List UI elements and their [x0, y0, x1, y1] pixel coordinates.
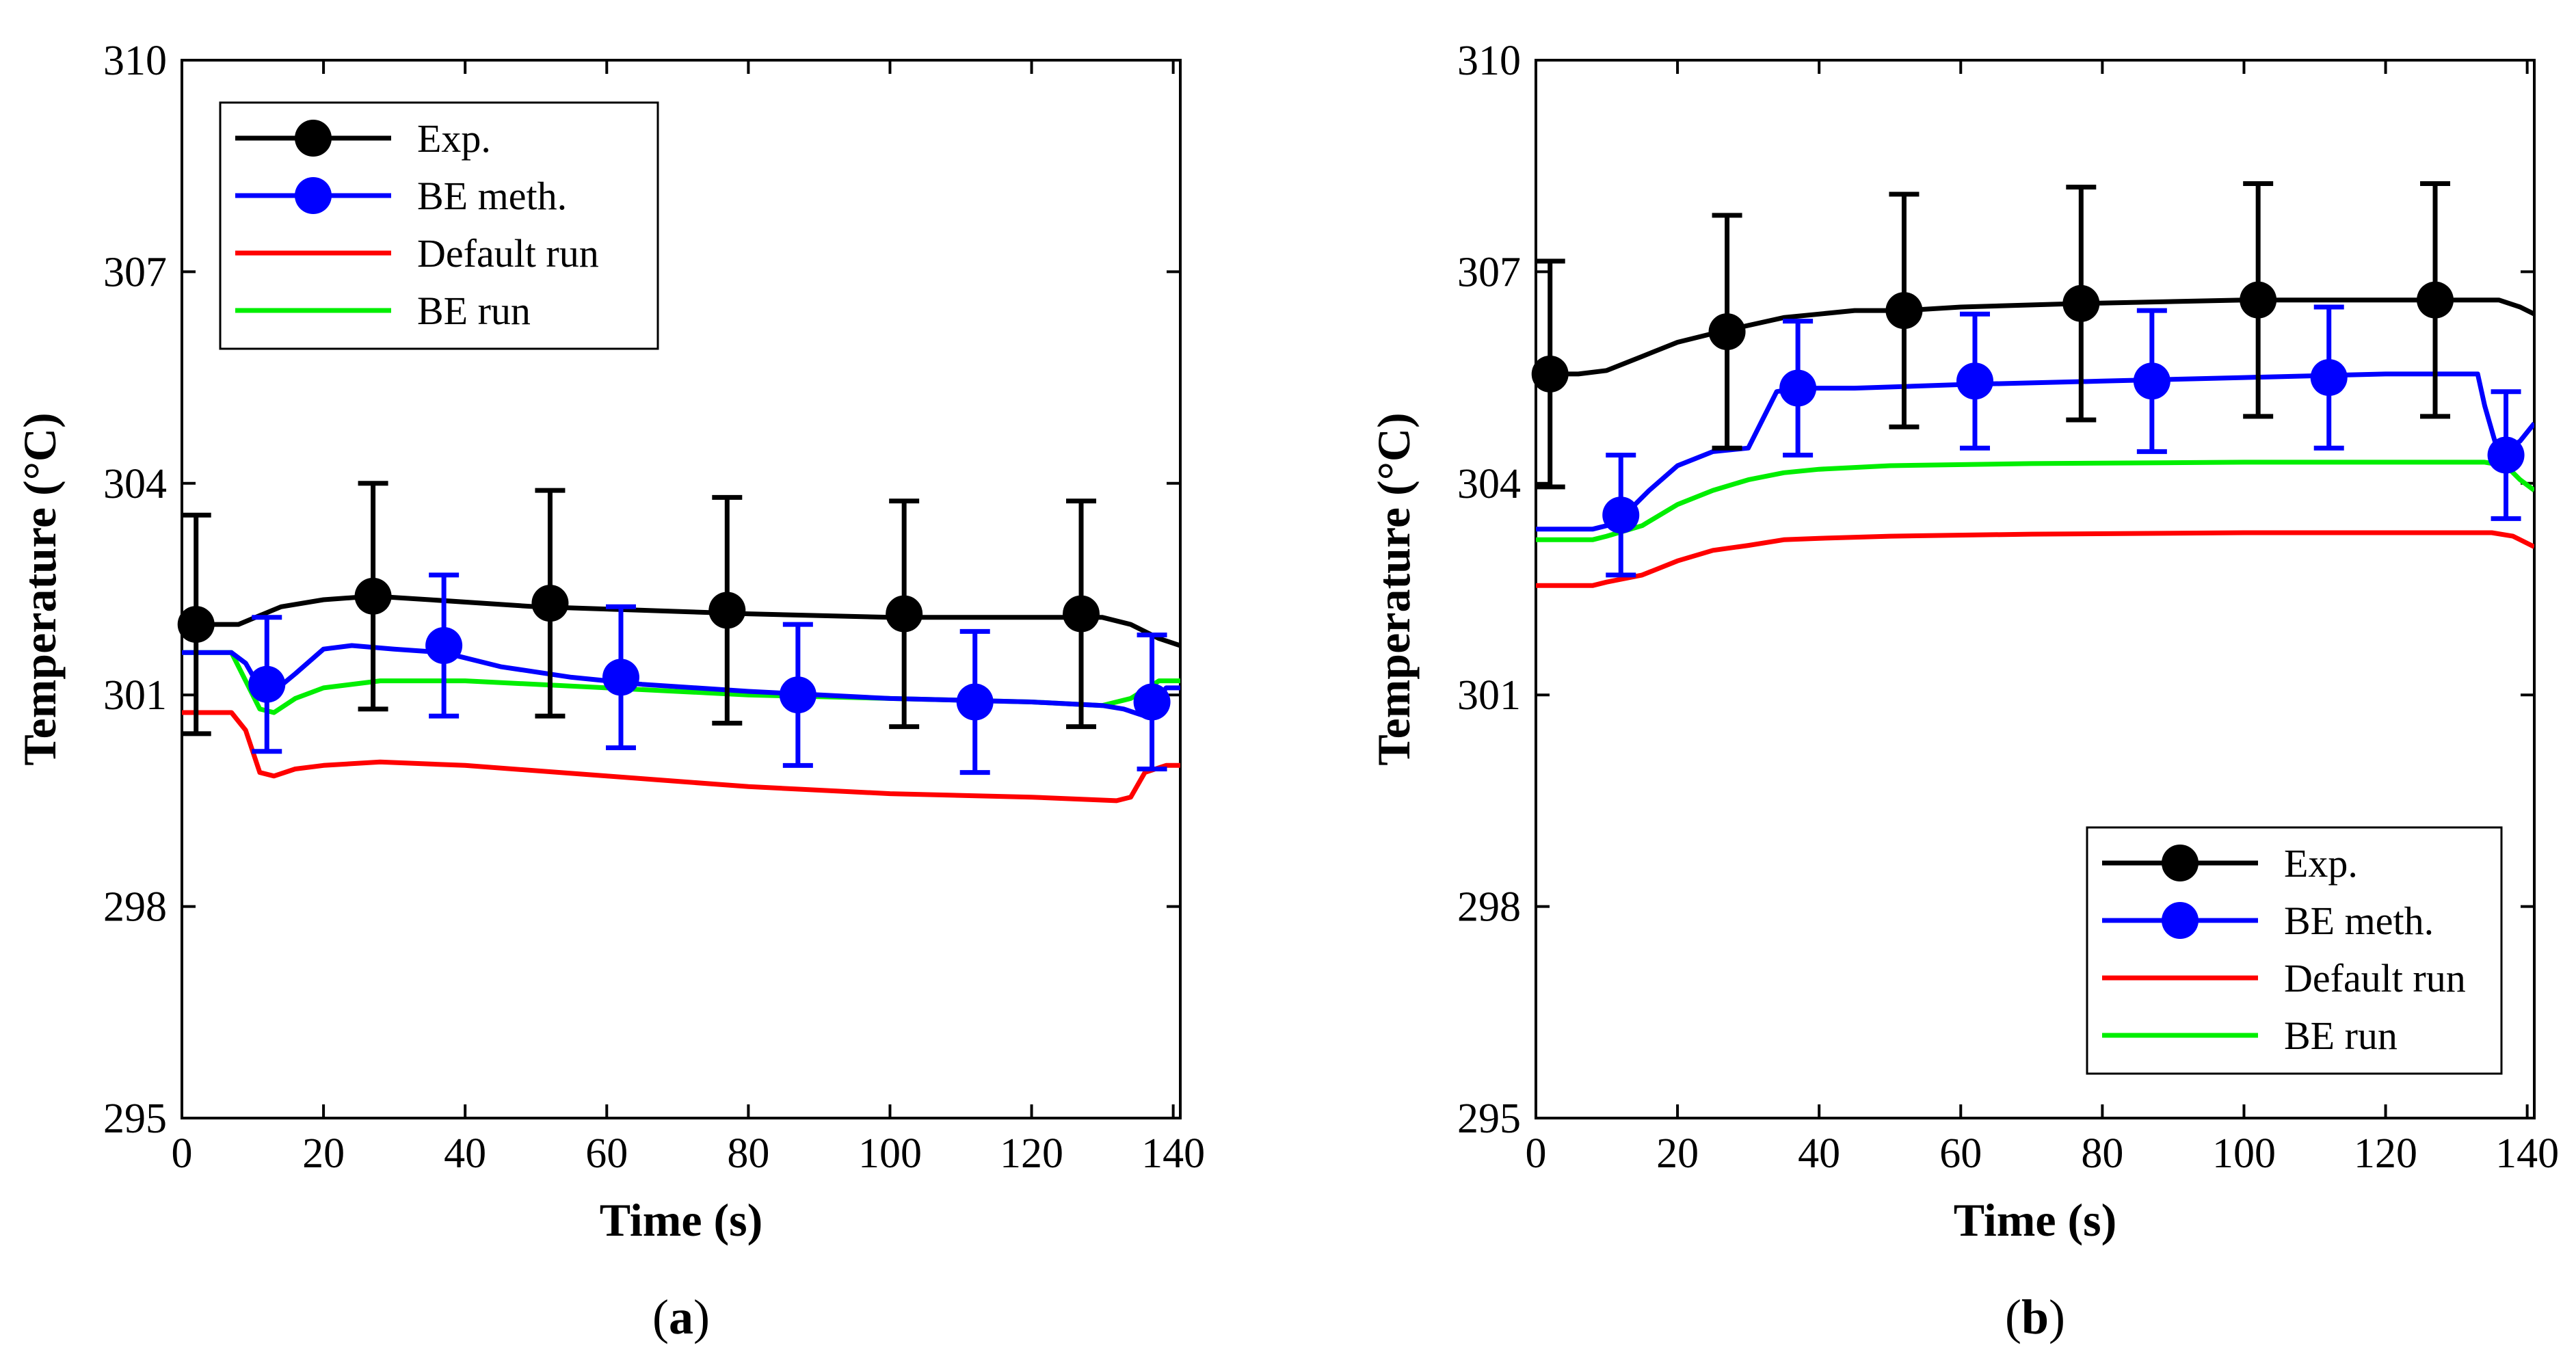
data-marker — [1779, 369, 1817, 407]
legend-label: BE run — [2284, 1013, 2398, 1058]
legend: Exp. BE meth. Default run BE run — [219, 101, 659, 350]
data-marker — [531, 585, 569, 622]
y-tick-label: 295 — [1457, 1096, 1521, 1142]
legend-marker — [295, 177, 332, 214]
data-marker — [779, 676, 816, 714]
data-marker — [1885, 292, 1923, 330]
data-marker — [708, 592, 746, 629]
y-tick-label: 310 — [1457, 38, 1521, 84]
x-tick-label: 80 — [2081, 1130, 2123, 1177]
x-tick-label: 40 — [444, 1130, 486, 1177]
x-tick-label: 20 — [302, 1130, 345, 1177]
panel-label-open: ( — [2005, 1290, 2021, 1344]
panel-b-axes-box — [1535, 59, 2536, 1119]
data-marker — [2133, 362, 2170, 400]
panel-a: 0 20 40 60 80 100 120 140 295 298 301 304 307 310 Time… — [14, 38, 1205, 1344]
legend-marker — [2162, 845, 2199, 881]
x-tick-label: 140 — [2495, 1130, 2559, 1177]
data-marker — [425, 627, 463, 665]
x-tick-label: 100 — [2212, 1130, 2276, 1177]
panel-label: (b) — [2005, 1290, 2065, 1344]
data-marker — [1063, 595, 1100, 633]
data-marker — [1602, 496, 1640, 534]
data-marker — [1133, 683, 1171, 721]
series-line-exp — [1536, 297, 2534, 377]
x-tick-label: 120 — [1000, 1130, 1063, 1177]
y-axis-label: Temperature (°C) — [1368, 412, 1420, 765]
data-marker — [886, 595, 923, 633]
y-axis-label: Temperature (°C) — [14, 412, 66, 765]
data-marker — [1956, 362, 1993, 400]
data-marker — [248, 665, 286, 703]
x-tick-label: 100 — [858, 1130, 922, 1177]
panel-label-close: ) — [2049, 1290, 2065, 1344]
legend-label: Exp. — [2284, 841, 2358, 886]
y-tick-label: 304 — [103, 461, 167, 507]
y-tick-label: 307 — [1457, 249, 1521, 295]
data-marker — [1531, 355, 1569, 393]
y-tick-label: 301 — [103, 672, 167, 719]
x-tick-label: 0 — [1526, 1130, 1547, 1177]
data-marker — [2487, 436, 2525, 474]
x-tick-label: 120 — [2354, 1130, 2417, 1177]
data-marker — [177, 606, 215, 643]
x-axis-label: Time (s) — [600, 1194, 763, 1246]
x-tick-label: 40 — [1798, 1130, 1840, 1177]
y-tick-label: 298 — [103, 884, 167, 931]
data-marker — [2310, 359, 2348, 397]
legend-label: BE meth. — [2284, 899, 2434, 943]
series-line-default-run — [1536, 530, 2534, 588]
x-tick-label: 80 — [727, 1130, 769, 1177]
y-tick-label: 301 — [1457, 672, 1521, 719]
panel-a-axes-box — [181, 59, 1182, 1119]
legend: Exp. BE meth. Default run BE run — [2086, 826, 2503, 1075]
legend-label: BE meth. — [417, 174, 567, 218]
legend-marker — [295, 120, 332, 157]
y-tick-label: 295 — [103, 1096, 167, 1142]
legend-box — [219, 101, 659, 350]
panel-label-open: ( — [652, 1290, 669, 1344]
panel-label-close: ) — [693, 1290, 710, 1344]
x-tick-label: 0 — [172, 1130, 193, 1177]
data-marker — [2417, 281, 2454, 319]
legend-label: Exp. — [417, 116, 491, 161]
series-line-be-run — [182, 650, 1180, 715]
legend-label: BE run — [417, 289, 531, 333]
x-tick-label: 60 — [1939, 1130, 1982, 1177]
data-marker — [354, 577, 392, 615]
data-marker — [2062, 284, 2100, 322]
x-axis-label: Time (s) — [1954, 1194, 2117, 1246]
y-tick-label: 310 — [103, 38, 167, 84]
legend-label: Default run — [417, 231, 599, 276]
data-marker — [1708, 313, 1746, 351]
x-tick-label: 20 — [1656, 1130, 1699, 1177]
panel-label: (a) — [652, 1290, 710, 1344]
legend-marker — [2162, 902, 2199, 939]
data-marker — [602, 659, 639, 696]
series-line-be-run — [1536, 460, 2534, 542]
panel-b: 0 20 40 60 80 100 120 140 295 298 301 304 307 310 Time… — [1368, 38, 2559, 1344]
legend-label: Default run — [2284, 956, 2466, 1000]
y-tick-label: 307 — [103, 249, 167, 295]
data-marker — [2240, 281, 2277, 319]
series-line-be-meth — [1536, 371, 2534, 532]
series-line-be-meth — [182, 643, 1180, 719]
legend-box — [2086, 826, 2503, 1075]
data-marker — [956, 683, 994, 721]
series-line-default-run — [182, 710, 1180, 804]
series-line-exp — [182, 594, 1180, 648]
x-tick-label: 60 — [585, 1130, 628, 1177]
y-tick-label: 298 — [1457, 884, 1521, 931]
y-tick-label: 304 — [1457, 461, 1521, 507]
panel-label-letter: a — [669, 1290, 693, 1344]
panel-label-letter: b — [2021, 1290, 2049, 1344]
x-tick-label: 140 — [1141, 1130, 1205, 1177]
